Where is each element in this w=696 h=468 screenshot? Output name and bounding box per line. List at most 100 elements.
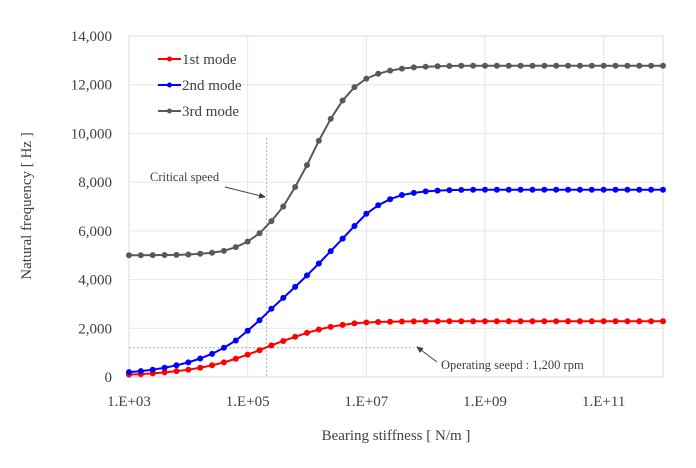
data-point xyxy=(612,186,619,193)
data-point xyxy=(161,364,168,371)
y-tick-label: 6,000 xyxy=(78,224,112,240)
data-point xyxy=(173,368,180,375)
data-point xyxy=(660,62,666,69)
data-point xyxy=(292,283,299,290)
data-point xyxy=(232,337,239,344)
operating-speed-label: Operating seepd : 1,200 rpm xyxy=(441,358,584,372)
data-point xyxy=(280,337,287,344)
data-point xyxy=(351,222,358,229)
data-point xyxy=(636,62,643,69)
series xyxy=(126,62,666,378)
data-point xyxy=(137,368,144,375)
data-point xyxy=(149,366,156,373)
series-3 xyxy=(126,62,666,259)
data-point xyxy=(268,218,275,225)
guides xyxy=(129,138,438,377)
data-point xyxy=(209,350,216,357)
x-axis-ticks: 1.E+03 1.E+05 1.E+07 1.E+09 1.E+11 xyxy=(107,394,625,410)
operating-speed-arrow xyxy=(416,346,438,363)
data-point xyxy=(304,329,310,336)
data-point xyxy=(209,362,216,369)
data-point xyxy=(434,187,441,194)
data-point xyxy=(268,305,275,312)
data-point xyxy=(256,317,263,324)
data-point xyxy=(446,318,453,325)
data-point xyxy=(244,238,251,245)
x-axis-title: Bearing stiffness [ N/m ] xyxy=(322,428,471,444)
data-point xyxy=(648,186,655,193)
data-point xyxy=(315,326,322,333)
data-point xyxy=(588,186,595,193)
data-point xyxy=(482,186,488,193)
data-point xyxy=(410,189,417,196)
data-point xyxy=(529,186,536,193)
x-tick-label: 1.E+11 xyxy=(582,394,625,410)
data-point xyxy=(126,369,132,376)
legend: 1st mode 2nd mode 3rd mode xyxy=(158,52,242,120)
data-point xyxy=(363,210,370,217)
data-point xyxy=(387,67,394,74)
plot-frame xyxy=(128,35,664,378)
data-point xyxy=(660,186,666,193)
legend-item: 3rd mode xyxy=(158,104,239,120)
data-point xyxy=(529,318,536,325)
series-1 xyxy=(126,318,666,378)
data-point xyxy=(173,251,180,258)
data-point xyxy=(244,351,251,358)
data-point xyxy=(624,62,631,69)
series-line xyxy=(128,320,663,376)
data-point xyxy=(292,184,299,191)
data-point xyxy=(387,318,394,325)
data-point xyxy=(565,62,572,69)
data-point xyxy=(517,318,524,325)
data-point xyxy=(576,62,583,69)
y-tick-label: 10,000 xyxy=(71,126,112,142)
data-point xyxy=(434,63,441,70)
data-point xyxy=(410,64,417,71)
data-point xyxy=(398,65,405,72)
data-point xyxy=(422,318,429,325)
data-point xyxy=(315,137,322,144)
data-point xyxy=(422,188,429,195)
data-point xyxy=(339,321,346,328)
data-point xyxy=(173,362,180,369)
data-point xyxy=(375,202,382,209)
data-point xyxy=(517,186,524,193)
y-axis-ticks: 0 2,000 4,000 6,000 8,000 10,000 12,000 14,000 xyxy=(71,29,112,386)
data-point xyxy=(553,318,560,325)
data-point xyxy=(600,318,607,325)
data-point xyxy=(470,62,477,69)
data-point xyxy=(458,62,465,69)
data-point xyxy=(398,318,405,325)
legend-marker xyxy=(167,56,172,62)
data-point xyxy=(660,318,666,325)
data-point xyxy=(256,347,263,354)
data-point xyxy=(185,359,192,366)
y-axis-title: Natural frequency [ Hz ] xyxy=(19,132,35,279)
y-tick-label: 14,000 xyxy=(71,29,112,45)
data-point xyxy=(304,162,310,169)
data-point xyxy=(565,318,572,325)
critical-speed-arrow xyxy=(224,186,266,199)
legend-item: 1st mode xyxy=(158,52,237,68)
data-point xyxy=(624,318,631,325)
data-point xyxy=(220,247,227,254)
data-point xyxy=(280,203,287,210)
data-point xyxy=(588,318,595,325)
data-point xyxy=(576,318,583,325)
data-point xyxy=(149,252,156,259)
data-point xyxy=(612,62,619,69)
data-point xyxy=(624,186,631,193)
data-point xyxy=(327,115,334,122)
data-point xyxy=(458,186,465,193)
data-point xyxy=(434,318,441,325)
data-point xyxy=(363,319,370,326)
data-point xyxy=(351,320,358,327)
x-tick-label: 1.E+05 xyxy=(226,394,270,410)
data-point xyxy=(565,186,572,193)
data-point xyxy=(458,318,465,325)
data-point xyxy=(351,84,358,91)
data-point xyxy=(268,342,275,349)
series-line xyxy=(129,64,663,257)
